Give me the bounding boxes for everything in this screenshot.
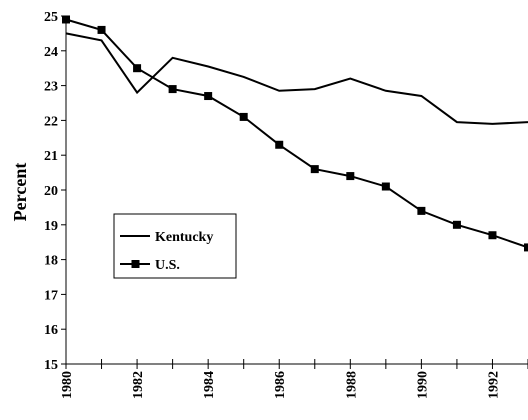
data-point-u-s xyxy=(239,112,248,121)
x-tick-labels: 1980 1982 1984 1986 1988 1990 1992 xyxy=(60,371,501,399)
x-tick-label: 1992 xyxy=(486,371,501,399)
y-tick-label: 20 xyxy=(44,184,58,199)
y-tick-label: 24 xyxy=(44,45,58,60)
y-tick-label: 23 xyxy=(44,80,58,95)
legend-marker-us xyxy=(131,260,140,268)
y-tick-label: 16 xyxy=(44,323,58,338)
series-line-u-s xyxy=(65,18,528,249)
series-layer xyxy=(62,15,528,252)
data-point-u-s xyxy=(204,92,213,101)
data-point-u-s xyxy=(417,206,426,215)
x-tick-label: 1984 xyxy=(202,371,217,399)
y-tick-labels: 15 16 17 18 19 20 21 22 23 24 25 xyxy=(44,10,58,373)
y-axis-title: Percent xyxy=(10,163,30,222)
x-tick-label: 1982 xyxy=(131,371,146,399)
x-tick-label: 1980 xyxy=(60,371,75,399)
series-line-kentucky xyxy=(65,32,528,125)
y-tick-label: 18 xyxy=(44,254,58,269)
y-tick-label: 25 xyxy=(44,10,58,25)
x-tick-label: 1988 xyxy=(344,371,359,399)
data-point-u-s xyxy=(62,15,70,24)
x-tick-label: 1986 xyxy=(273,371,288,399)
data-point-u-s xyxy=(452,220,461,229)
data-point-u-s xyxy=(381,182,390,191)
legend-label-kentucky: Kentucky xyxy=(155,230,213,245)
y-tick-label: 15 xyxy=(44,358,58,373)
data-point-u-s xyxy=(524,243,528,252)
y-tick-label: 19 xyxy=(44,219,58,234)
data-point-u-s xyxy=(97,25,106,34)
data-point-u-s xyxy=(310,165,319,174)
data-point-u-s xyxy=(346,172,355,181)
legend-label-us: U.S. xyxy=(155,258,180,273)
y-tick-label: 17 xyxy=(44,288,58,303)
data-point-u-s xyxy=(488,231,497,240)
data-point-u-s xyxy=(275,140,284,149)
axes xyxy=(61,15,528,369)
y-tick-label: 21 xyxy=(44,149,58,164)
x-tick-label: 1990 xyxy=(415,371,430,399)
data-point-u-s xyxy=(168,85,177,94)
data-point-u-s xyxy=(133,64,142,73)
y-tick-label: 22 xyxy=(44,114,58,129)
legend: Kentucky U.S. xyxy=(113,213,237,279)
